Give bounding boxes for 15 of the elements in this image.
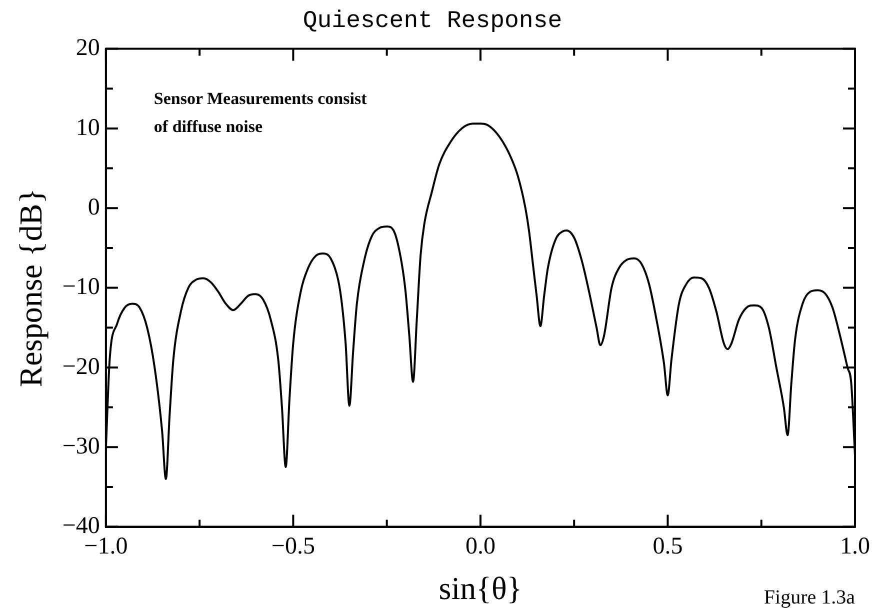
y-tick-label: −10 [62,274,100,300]
chart-title: Quiescent Response [302,8,562,35]
y-tick-label: −30 [62,433,100,460]
y-axis-title: Response {dB} [12,188,49,388]
x-axis-title: sin{θ} [438,570,522,606]
x-tick-label: 0.5 [652,533,683,560]
y-tick-label: −20 [62,354,100,380]
caption: Figure 1.3a [764,586,856,608]
y-tick-label: 20 [76,35,100,62]
y-tick-label: 0 [88,194,100,220]
x-tick-label: −0.5 [271,533,315,560]
x-tick-label: 1.0 [840,533,870,560]
y-tick-label: 10 [76,114,100,141]
x-tick-label: 0.0 [465,533,496,560]
annotation: Sensor Measurements consist of diffuse noise [154,88,368,136]
